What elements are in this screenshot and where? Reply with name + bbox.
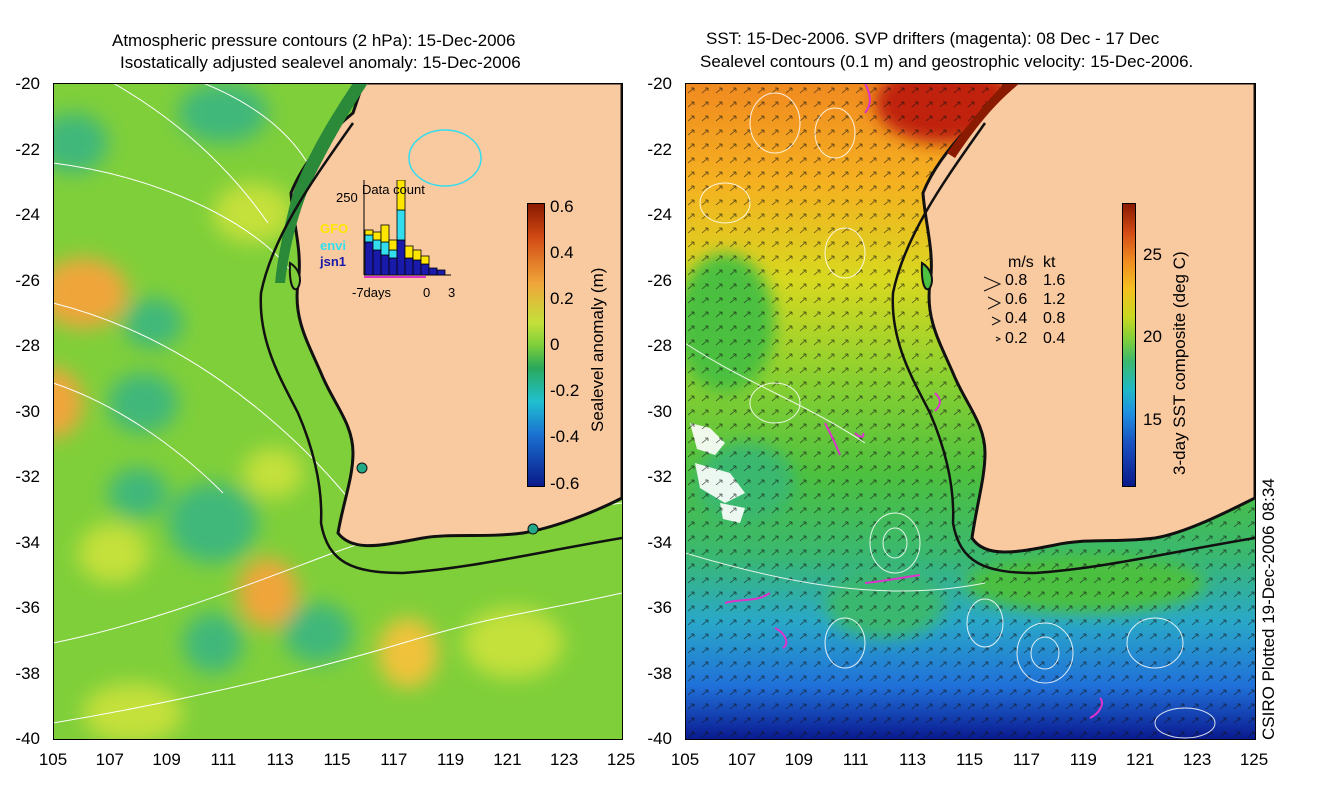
x-tick-label: 113 xyxy=(266,750,294,769)
velocity-legend-header-ms: m/s xyxy=(1008,254,1034,271)
x-tick-label: 119 xyxy=(1069,750,1097,769)
sst-field xyxy=(685,83,1255,739)
velocity-legend-kt-2: 0.8 xyxy=(1043,310,1066,327)
plot-credit: CSIRO Plotted 19-Dec-2006 08:34 xyxy=(1259,478,1278,740)
legend-jsn1: jsn1 xyxy=(320,254,347,269)
x-tick-label: 125 xyxy=(1239,750,1269,769)
right-cbar-tick-25: 25 xyxy=(1143,245,1162,264)
velocity-legend-ms-3: 0.2 xyxy=(1005,330,1028,347)
legend-gfo: GFO xyxy=(320,221,349,236)
inset-x-label-end: 3 xyxy=(448,285,456,300)
right-colorbar xyxy=(1122,203,1136,487)
y-tick-label: -22 xyxy=(15,139,40,159)
right-cbar-tick-15: 15 xyxy=(1143,410,1162,429)
velocity-legend-kt-0: 1.6 xyxy=(1043,272,1066,289)
y-tick-label: -36 xyxy=(647,598,672,617)
y-tick-label: -26 xyxy=(647,270,672,290)
y-tick-label: -20 xyxy=(647,74,672,93)
y-tick-label: -34 xyxy=(647,532,672,552)
y-tick-label: -30 xyxy=(15,401,40,421)
data-count-inset xyxy=(356,180,456,280)
y-tick-label: -40 xyxy=(15,729,40,748)
y-tick-label: -28 xyxy=(15,336,40,355)
x-tick-label: 123 xyxy=(550,750,579,769)
x-tick-label: 117 xyxy=(1012,750,1040,769)
sst-map xyxy=(685,83,1255,739)
y-tick-label: -36 xyxy=(15,598,40,617)
y-tick-label: -38 xyxy=(647,663,672,683)
x-tick-label: 121 xyxy=(493,750,522,769)
x-tick-label: 111 xyxy=(842,750,869,769)
data-count-bars xyxy=(363,180,451,278)
y-tick-label: -30 xyxy=(647,401,672,421)
y-tick-label: -22 xyxy=(647,139,672,159)
velocity-legend-ms-2: 0.4 xyxy=(1005,310,1028,327)
x-tick-label: 115 xyxy=(323,750,351,769)
y-tick-label: -24 xyxy=(647,205,672,224)
legend-envi: envi xyxy=(320,238,347,253)
inset-x-label-zero: 0 xyxy=(423,285,431,300)
velocity-legend-ms-0: 0.8 xyxy=(1005,272,1028,289)
x-tick-label: 105 xyxy=(38,750,68,769)
x-tick-label: 125 xyxy=(606,750,636,769)
x-tick-label: 115 xyxy=(955,750,984,769)
right-colorbar-label: 3-day SST composite (deg C) xyxy=(1170,251,1189,475)
velocity-legend-arrows xyxy=(983,276,1002,342)
x-tick-label: 119 xyxy=(437,750,465,769)
left-panel-title-line2: Isostatically adjusted sealevel anomaly:… xyxy=(120,53,521,72)
inset-title: Data count xyxy=(362,182,425,197)
inset-ymax-label: 250 xyxy=(336,190,358,205)
x-tick-label: 111 xyxy=(210,750,237,769)
y-tick-label: -20 xyxy=(15,74,40,93)
left-colorbar xyxy=(527,203,545,487)
left-panel-title-line1: Atmospheric pressure contours (2 hPa): 1… xyxy=(112,31,516,50)
left-cbar-tick-0.4: 0.4 xyxy=(550,243,574,262)
inset-x-label-start: -7days xyxy=(352,285,392,300)
x-tick-label: 113 xyxy=(899,750,927,769)
x-tick-label: 123 xyxy=(1182,750,1212,769)
x-tick-label: 107 xyxy=(727,750,757,769)
x-tick-label: 105 xyxy=(670,750,700,769)
velocity-legend-kt-1: 1.2 xyxy=(1043,291,1066,308)
left-cbar-tick-0.2: 0.2 xyxy=(550,289,574,308)
left-cbar-tick-neg0.6: -0.6 xyxy=(550,474,580,493)
velocity-legend-kt-3: 0.4 xyxy=(1043,330,1066,347)
left-cbar-tick-0: 0 xyxy=(550,335,560,354)
left-colorbar-label: Sealevel anomaly (m) xyxy=(588,267,607,432)
y-tick-label: -26 xyxy=(15,270,40,290)
y-tick-label: -32 xyxy=(647,467,672,486)
right-cbar-tick-20: 20 xyxy=(1143,327,1162,346)
y-tick-label: -34 xyxy=(15,532,40,552)
left-cbar-tick-0.6: 0.6 xyxy=(550,197,574,216)
y-tick-label: -38 xyxy=(15,663,40,683)
velocity-legend-ms-1: 0.6 xyxy=(1005,291,1028,308)
x-tick-label: 109 xyxy=(152,750,181,769)
right-panel-title-line2: Sealevel contours (0.1 m) and geostrophi… xyxy=(700,52,1194,71)
x-tick-label: 121 xyxy=(1126,750,1155,769)
x-tick-label: 109 xyxy=(784,750,813,769)
left-cbar-tick-neg0.2: -0.2 xyxy=(550,381,580,400)
left-cbar-tick-neg0.4: -0.4 xyxy=(550,427,580,446)
y-tick-label: -32 xyxy=(15,467,40,486)
y-tick-label: -24 xyxy=(15,205,40,224)
y-tick-label: -28 xyxy=(647,336,672,355)
x-tick-label: 107 xyxy=(95,750,124,769)
x-tick-label: 117 xyxy=(380,750,408,769)
velocity-legend-header-kt: kt xyxy=(1043,254,1056,271)
right-panel-title-line1: SST: 15-Dec-2006. SVP drifters (magenta)… xyxy=(706,29,1160,48)
y-tick-label: -40 xyxy=(647,729,672,748)
